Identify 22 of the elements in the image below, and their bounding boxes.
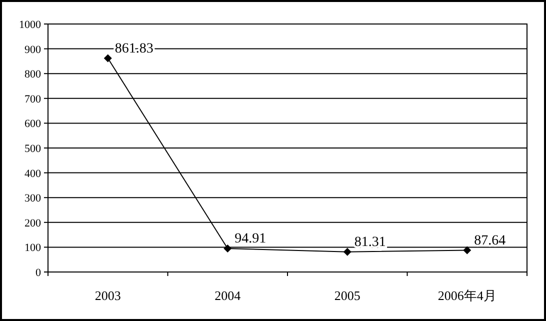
y-tick-label: 800 — [24, 68, 42, 81]
y-tick-label: 600 — [24, 118, 42, 130]
y-tick-label: 900 — [24, 44, 42, 56]
point — [343, 248, 352, 256]
x-tick-label: 2005 — [334, 288, 360, 303]
point — [463, 246, 472, 254]
y-tick-label: 500 — [24, 143, 42, 155]
x-tick-label: 2004 — [214, 288, 242, 303]
x-tick-label: 2003 — [94, 288, 121, 303]
data-label: 94.91 — [234, 231, 266, 246]
data-label: 87.64 — [474, 233, 506, 248]
y-tick-label: 1000 — [19, 19, 42, 31]
y-tick-label: 100 — [24, 242, 42, 254]
y-tick-label: 300 — [24, 192, 42, 205]
data-label: 81.31 — [354, 234, 386, 250]
point — [224, 244, 232, 252]
y-tick-label: 700 — [24, 93, 42, 106]
y-tick-label: 200 — [24, 217, 42, 230]
x-tick-label: 2006年4月 — [438, 288, 496, 303]
point — [104, 54, 112, 62]
y-tick-label: 400 — [24, 168, 42, 180]
y-tick-label: 0 — [36, 267, 42, 279]
